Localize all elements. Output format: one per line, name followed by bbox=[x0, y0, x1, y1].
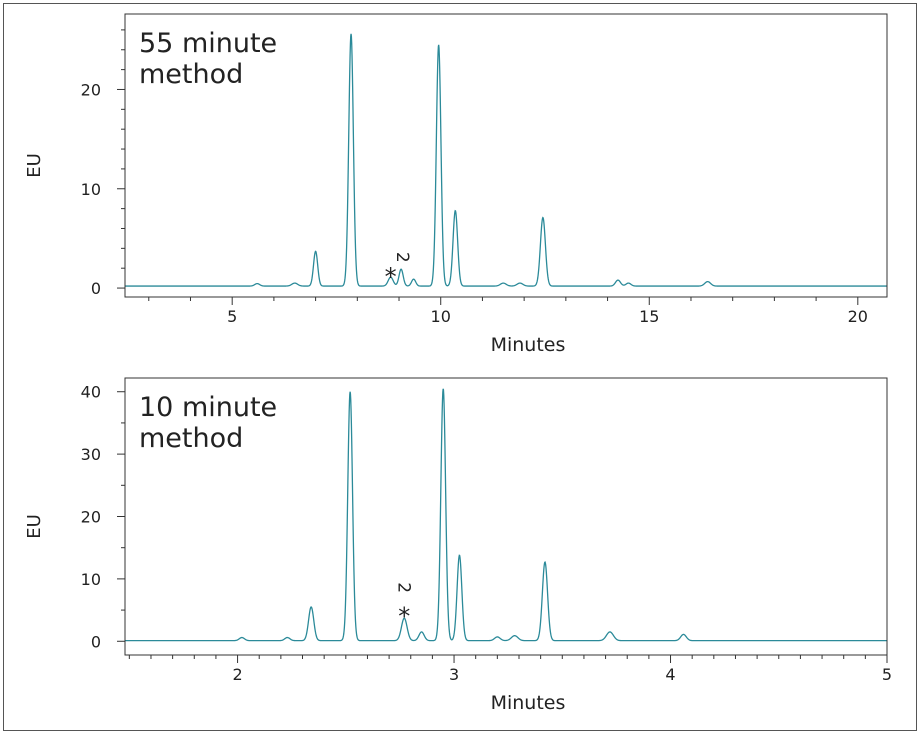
y-tick-label: 30 bbox=[81, 445, 101, 464]
x-tick-label: 15 bbox=[639, 307, 659, 326]
x-axis-label: Minutes bbox=[491, 334, 566, 356]
y-axis-label: EU bbox=[24, 514, 45, 539]
panel-title: method bbox=[139, 423, 243, 454]
peak-annotation-asterisk: * bbox=[398, 602, 410, 630]
panel-title: method bbox=[139, 59, 243, 90]
x-tick-label: 10 bbox=[431, 307, 451, 326]
y-tick-label: 20 bbox=[81, 80, 101, 99]
x-tick-label: 3 bbox=[449, 665, 459, 684]
figure-border bbox=[3, 3, 917, 731]
y-tick-label: 20 bbox=[81, 508, 101, 527]
x-axis-label: Minutes bbox=[491, 692, 566, 714]
y-tick-label: 0 bbox=[91, 632, 101, 651]
x-tick-label: 5 bbox=[227, 307, 237, 326]
peak-annotation-2: 2 bbox=[393, 582, 413, 593]
y-tick-label: 10 bbox=[81, 570, 101, 589]
x-tick-label: 2 bbox=[232, 665, 242, 684]
y-tick-label: 0 bbox=[91, 279, 101, 298]
chromatogram-trace bbox=[125, 388, 887, 642]
y-tick-label: 10 bbox=[81, 180, 101, 199]
peak-annotation-asterisk: * bbox=[385, 263, 397, 291]
x-tick-label: 5 bbox=[882, 665, 892, 684]
chromatogram-trace bbox=[125, 33, 887, 287]
plot-frame bbox=[124, 13, 888, 298]
y-axis-label: EU bbox=[24, 153, 45, 178]
panel-title: 10 minute bbox=[139, 392, 277, 423]
x-tick-label: 20 bbox=[848, 307, 868, 326]
x-tick-label: 4 bbox=[665, 665, 675, 684]
panel-title: 55 minute bbox=[139, 28, 277, 59]
peak-annotation-2: 2 bbox=[392, 252, 412, 263]
y-tick-label: 40 bbox=[81, 383, 101, 402]
